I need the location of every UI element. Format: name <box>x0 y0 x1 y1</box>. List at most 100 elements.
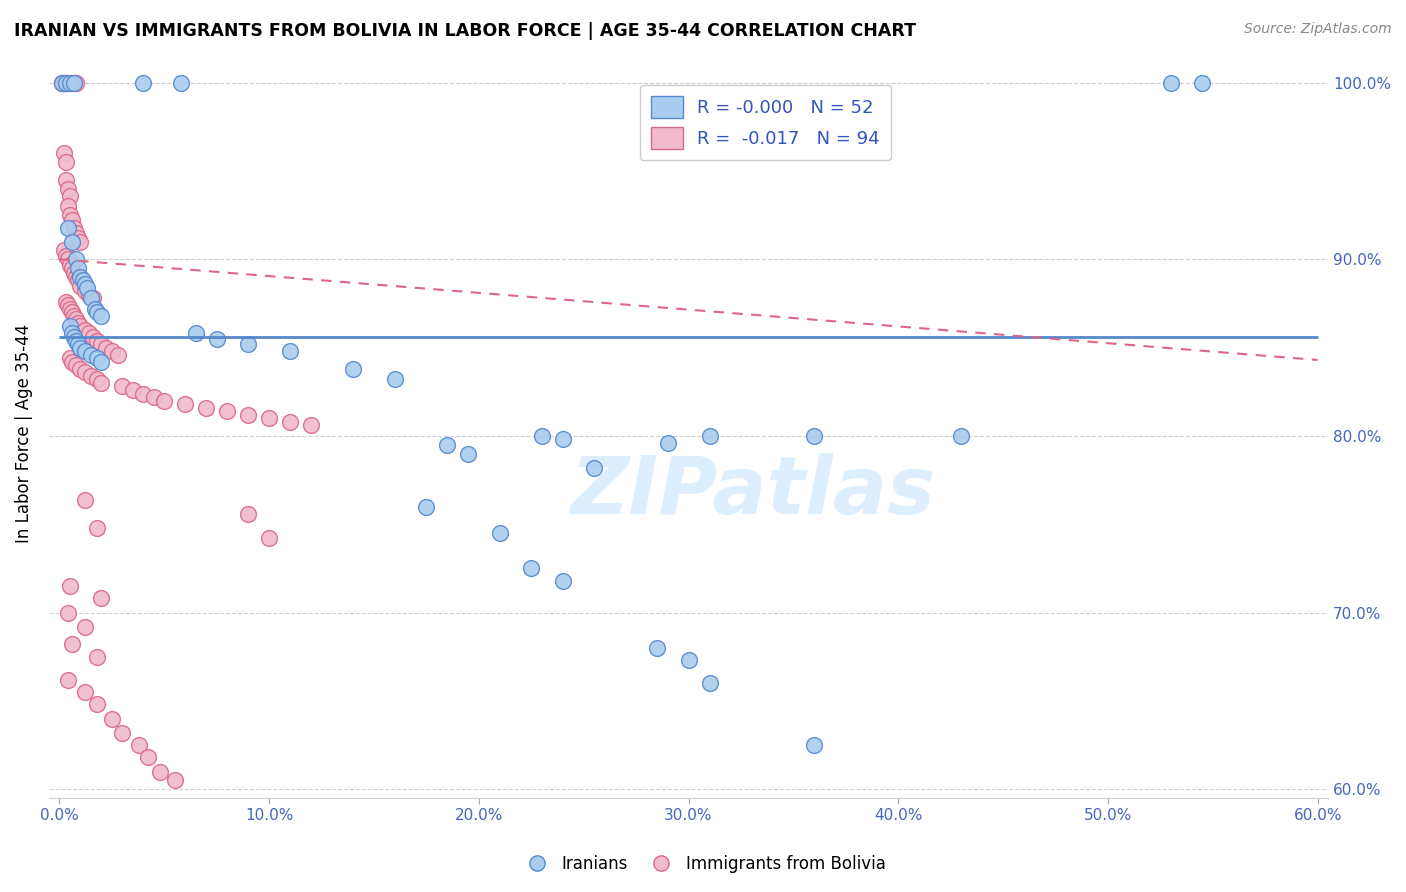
Point <box>163 773 186 788</box>
Y-axis label: In Labor Force | Age 35-44: In Labor Force | Age 35-44 <box>15 324 32 543</box>
Point <box>86 649 108 664</box>
Point <box>77 287 100 301</box>
Point <box>55 76 77 90</box>
Point <box>86 698 108 712</box>
Point <box>65 312 87 326</box>
Point <box>86 521 108 535</box>
Point <box>73 344 96 359</box>
Point <box>55 249 77 263</box>
Point <box>90 337 112 351</box>
Point <box>657 436 679 450</box>
Point <box>84 301 107 316</box>
Point <box>77 326 100 341</box>
Point <box>60 326 83 341</box>
Point <box>128 738 150 752</box>
Point <box>52 76 75 90</box>
Point <box>488 526 510 541</box>
Point <box>51 76 73 90</box>
Point <box>86 305 108 319</box>
Point <box>60 637 83 651</box>
Point <box>1191 76 1213 90</box>
Point <box>69 235 91 249</box>
Point <box>551 574 574 588</box>
Point <box>76 280 98 294</box>
Point <box>55 173 77 187</box>
Point <box>56 298 79 312</box>
Point <box>55 155 77 169</box>
Point <box>67 231 90 245</box>
Point <box>238 408 260 422</box>
Point <box>67 273 90 287</box>
Text: Source: ZipAtlas.com: Source: ZipAtlas.com <box>1244 22 1392 37</box>
Point <box>111 379 134 393</box>
Point <box>60 235 83 249</box>
Point <box>67 261 90 276</box>
Point <box>82 330 104 344</box>
Point <box>90 309 112 323</box>
Point <box>51 76 73 90</box>
Point <box>520 561 543 575</box>
Point <box>65 252 87 267</box>
Point <box>86 334 108 348</box>
Point <box>60 213 83 227</box>
Point <box>90 591 112 606</box>
Point <box>73 365 96 379</box>
Point <box>149 764 172 779</box>
Point <box>59 76 82 90</box>
Point <box>90 376 112 390</box>
Point <box>136 750 159 764</box>
Point <box>94 341 117 355</box>
Legend: R = -0.000   N = 52, R =  -0.017   N = 94: R = -0.000 N = 52, R = -0.017 N = 94 <box>640 85 891 160</box>
Point <box>51 76 73 90</box>
Point <box>415 500 437 514</box>
Point <box>699 676 721 690</box>
Point <box>238 507 260 521</box>
Point <box>56 199 79 213</box>
Point <box>69 361 91 376</box>
Point <box>73 323 96 337</box>
Point <box>111 725 134 739</box>
Point <box>205 332 228 346</box>
Point <box>80 368 103 383</box>
Point <box>60 76 83 90</box>
Point <box>65 359 87 373</box>
Point <box>803 429 825 443</box>
Text: ZIPatlas: ZIPatlas <box>569 452 935 531</box>
Point <box>52 146 75 161</box>
Point <box>101 344 124 359</box>
Point <box>59 319 82 334</box>
Point <box>63 220 86 235</box>
Point <box>257 411 280 425</box>
Point <box>67 316 90 330</box>
Point <box>278 344 301 359</box>
Point <box>56 181 79 195</box>
Point <box>59 258 82 272</box>
Point <box>107 348 129 362</box>
Point <box>59 351 82 366</box>
Point <box>69 278 91 293</box>
Point <box>195 401 218 415</box>
Point <box>238 337 260 351</box>
Point <box>52 244 75 258</box>
Point <box>583 460 606 475</box>
Point <box>65 269 87 284</box>
Point <box>342 361 364 376</box>
Point <box>257 532 280 546</box>
Point <box>80 291 103 305</box>
Point <box>59 579 82 593</box>
Point <box>699 429 721 443</box>
Point <box>59 76 82 90</box>
Point <box>73 620 96 634</box>
Point <box>63 330 86 344</box>
Point <box>55 76 77 90</box>
Point <box>63 309 86 323</box>
Point <box>63 76 86 90</box>
Point <box>56 606 79 620</box>
Point <box>217 404 239 418</box>
Point <box>530 429 553 443</box>
Point <box>645 640 668 655</box>
Point <box>65 334 87 348</box>
Point <box>56 252 79 267</box>
Point <box>56 76 79 90</box>
Point <box>90 355 112 369</box>
